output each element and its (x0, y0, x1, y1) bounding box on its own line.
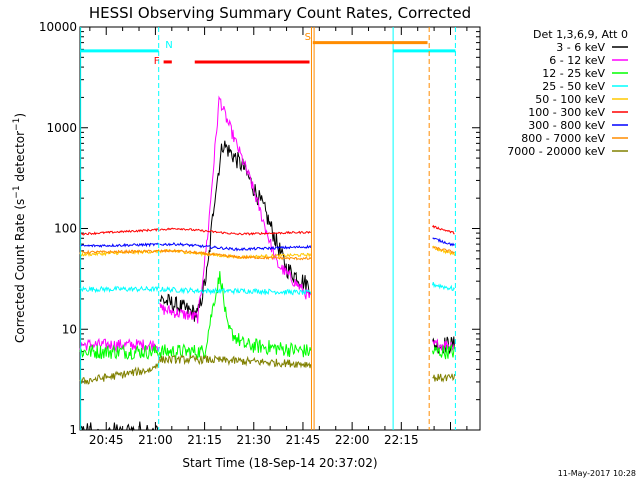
legend-label: 6 - 12 keV (549, 54, 605, 67)
legend-label: 7000 - 20000 keV (507, 145, 605, 158)
y-axis-label: Corrected Count Rate (s−1 detector−1) (12, 113, 27, 343)
series-line-8 (432, 246, 455, 254)
footer-date: 11-May-2017 10:28 (558, 469, 636, 478)
legend-label: 3 - 6 keV (556, 41, 605, 54)
plot-area: 20:45 21:00 21:15 21:30 21:45 22:00 22:15 1 10 10… (39, 20, 481, 447)
series-line-6 (432, 224, 455, 235)
y-axis-label-exp2: −1 (12, 118, 22, 131)
series-line-5 (432, 245, 456, 256)
y-axis-label-main: Corrected Count Rate (s (13, 199, 27, 343)
y-tick-label: 100 (54, 222, 77, 236)
legend-header: Det 1,3,6,9, Att 0 (533, 28, 628, 41)
chart-title: HESSI Observing Summary Count Rates, Cor… (89, 4, 471, 22)
series-line-3 (432, 343, 456, 360)
saa-label: S (305, 32, 311, 43)
x-tick-label: 20:45 (89, 433, 124, 447)
series-line-9 (159, 354, 312, 369)
series-line-4 (159, 285, 312, 296)
series-line-9 (432, 373, 456, 383)
x-tick-label: 22:00 (335, 433, 370, 447)
series-line-1 (159, 140, 312, 322)
series-line-3 (79, 343, 160, 360)
y-axis-label-exp1: −1 (12, 185, 22, 198)
legend-label: 300 - 800 keV (528, 119, 605, 132)
y-tick-label: 10 (62, 322, 77, 336)
y-axis-label-end: ) (13, 113, 27, 118)
legend-label: 12 - 25 keV (542, 67, 605, 80)
y-axis-label-mid: detector (13, 131, 27, 186)
series-line-7 (79, 242, 160, 248)
legend-label: 800 - 7000 keV (521, 132, 605, 145)
legend-label: 50 - 100 keV (535, 93, 605, 106)
x-tick-label: 21:00 (138, 433, 173, 447)
series-line-2 (159, 95, 312, 324)
series-line-3 (159, 271, 312, 361)
x-tick-label: 21:45 (286, 433, 321, 447)
series-line-8 (159, 248, 312, 261)
series-line-8 (79, 249, 160, 255)
night-label: N (165, 40, 172, 51)
x-tick-label: 21:30 (236, 433, 271, 447)
series-line-7 (432, 237, 455, 247)
series-line-4 (79, 285, 160, 294)
series-line-6 (79, 227, 160, 236)
plot-frame (79, 26, 481, 431)
y-tick-label: 1000 (46, 121, 77, 135)
series-line-2 (79, 337, 160, 353)
series-line-1 (79, 421, 160, 432)
y-tick-label: 1 (69, 423, 77, 437)
x-axis-label: Start Time (18-Sep-14 20:37:02) (182, 456, 377, 470)
y-tick-label: 10000 (39, 20, 77, 34)
legend-label: 25 - 50 keV (542, 80, 605, 93)
flare-label: F (154, 56, 160, 67)
series-line-4 (432, 281, 456, 292)
legend-label: 100 - 300 keV (528, 106, 605, 119)
x-tick-label: 22:15 (384, 433, 419, 447)
series-line-7 (159, 242, 312, 252)
series-line-6 (159, 227, 312, 236)
series-line-9 (79, 357, 160, 385)
x-tick-label: 21:15 (187, 433, 222, 447)
